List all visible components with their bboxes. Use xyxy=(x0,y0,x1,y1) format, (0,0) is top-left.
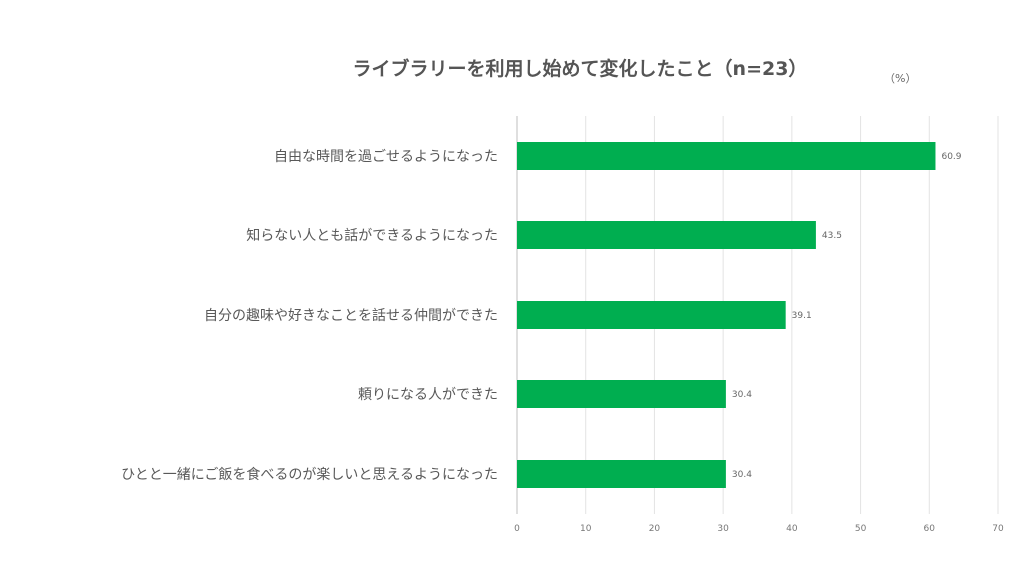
category-labels: 自由な時間を過ごせるようになった知らない人とも話ができるようになった自分の趣味や… xyxy=(121,149,498,483)
category-label: 知らない人とも話ができるようになった xyxy=(246,227,498,244)
bar-value-label: 43.5 xyxy=(822,231,842,241)
x-tick-labels: 0 10 20 30 40 50 60 70 xyxy=(514,524,1004,534)
x-tick-label: 0 xyxy=(514,524,520,534)
x-tick-label: 10 xyxy=(580,524,592,534)
bar xyxy=(517,380,726,408)
bar-value-label: 60.9 xyxy=(941,152,961,162)
bar xyxy=(517,460,726,488)
unit-label: （%） xyxy=(884,72,917,85)
bar xyxy=(517,142,936,170)
category-label: ひとと一緒にご飯を食べるのが楽しいと思えるようになった xyxy=(121,466,498,483)
bar-value-label: 30.4 xyxy=(732,470,752,480)
bar-value-label: 30.4 xyxy=(732,390,752,400)
x-tick-label: 20 xyxy=(649,524,661,534)
x-tick-label: 50 xyxy=(855,524,867,534)
x-tick-label: 40 xyxy=(786,524,798,534)
x-tick-label: 60 xyxy=(924,524,936,534)
gridlines xyxy=(516,116,999,514)
category-label: 頼りになる人ができた xyxy=(358,387,498,403)
bar xyxy=(517,301,786,329)
bar xyxy=(517,221,816,249)
x-tick-label: 30 xyxy=(717,524,729,534)
category-label: 自分の趣味や好きなことを話せる仲間ができた xyxy=(204,307,498,324)
bar-value-label: 39.1 xyxy=(792,311,812,321)
x-tick-label: 70 xyxy=(992,524,1004,534)
category-label: 自由な時間を過ごせるようになった xyxy=(274,149,498,165)
chart-title: ライブラリーを利用し始めて変化したこと（n=23） xyxy=(352,58,808,80)
bars: 60.9 43.5 39.1 30.4 30.4 xyxy=(517,142,962,488)
